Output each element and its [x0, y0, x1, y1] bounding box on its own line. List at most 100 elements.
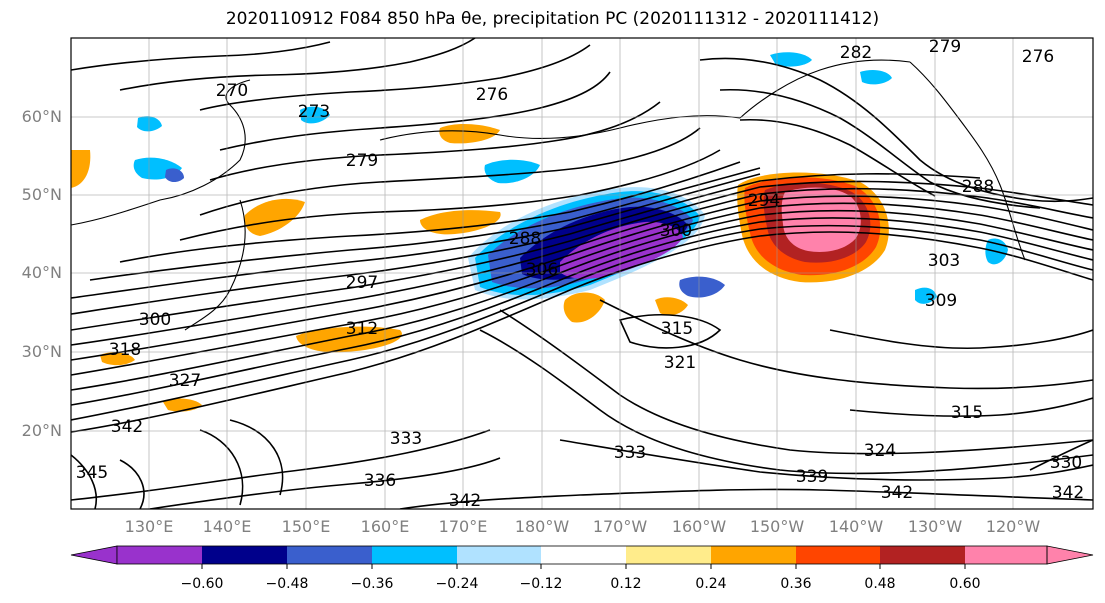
lon-label: 140°E	[202, 517, 252, 536]
contour-label: 333	[614, 443, 646, 463]
anomaly-patch	[300, 106, 330, 124]
contour-line	[618, 314, 722, 349]
colorbar-extend-max	[1046, 545, 1094, 565]
contour-line	[229, 419, 284, 496]
anomaly-patch	[860, 70, 892, 85]
contour-label: 315	[951, 403, 983, 423]
coastline	[184, 199, 246, 331]
lon-label: 180°W	[514, 517, 570, 536]
contour-label: 330	[1050, 453, 1082, 473]
contour-label: 309	[925, 291, 957, 311]
contour-label: 345	[76, 463, 108, 483]
contour-line	[1029, 439, 1093, 471]
colorbar-tick-label: −0.12	[519, 576, 563, 592]
colorbar-frame	[116, 545, 1048, 565]
anomaly-patch	[137, 116, 162, 132]
map-frame	[70, 37, 1094, 510]
contour-line	[829, 329, 1093, 350]
lon-label: 140°W	[828, 517, 884, 536]
lat-label: 30°N	[21, 342, 62, 361]
colorbar-tick-label: −0.60	[180, 576, 224, 592]
contour-line	[71, 173, 981, 315]
colorbar-segment	[880, 546, 965, 564]
anomaly-patch	[244, 198, 305, 236]
colorbar-segment	[287, 546, 372, 564]
lon-label: 130°E	[124, 517, 174, 536]
colorbar-segment	[202, 546, 287, 564]
contour-label: 300	[139, 310, 171, 330]
contour-label: 318	[109, 340, 141, 360]
contour-label: 282	[840, 43, 872, 63]
anomaly-patch	[439, 124, 500, 144]
colorbar-segment	[626, 546, 711, 564]
colorbar-tick-label: 0.60	[949, 576, 981, 592]
contour-line	[699, 57, 1093, 203]
contour-label: 315	[661, 319, 693, 339]
contour-line	[559, 439, 1093, 481]
anomaly-patch	[296, 326, 402, 353]
lon-label: 120°W	[985, 517, 1041, 536]
contour-label: 276	[476, 85, 508, 105]
contour-line	[399, 488, 1093, 509]
anomaly-patch	[770, 52, 812, 67]
theta-e-contours	[71, 38, 1093, 509]
lat-label: 50°N	[21, 185, 62, 204]
colorbar-tick-label: −0.48	[265, 576, 309, 592]
lat-label: 40°N	[21, 263, 62, 282]
contour-label: 276	[1022, 47, 1054, 67]
contour-line	[499, 309, 1093, 455]
precip-pc-shading	[71, 52, 1008, 412]
contour-line	[849, 397, 1093, 417]
contour-label: 303	[928, 251, 960, 271]
colorbar-segment	[711, 546, 796, 564]
contour-label: 342	[449, 491, 481, 511]
contour-label: 321	[664, 353, 696, 373]
contour-labels: 270 273 279 276 282 279 276 288 288 294 …	[76, 37, 1084, 511]
lon-label: 130°W	[907, 517, 963, 536]
coastline	[909, 61, 1026, 261]
contour-label: 312	[346, 319, 378, 339]
contour-label: 273	[298, 102, 330, 122]
colorbar-tick-label: 0.24	[695, 576, 727, 592]
coastline	[739, 59, 911, 119]
contour-line	[219, 71, 611, 151]
contour-line	[599, 299, 1093, 390]
anomaly-patch	[563, 292, 605, 323]
contour-line	[71, 173, 761, 299]
contour-label: 279	[929, 37, 961, 57]
lat-label: 60°N	[21, 107, 62, 126]
colorbar-ticks	[201, 564, 966, 569]
contour-line	[119, 459, 145, 509]
contour-label: 279	[346, 151, 378, 171]
map-title: 2020110912 F084 850 hPa θe, precipitatio…	[0, 9, 1105, 29]
colorbar-segment	[372, 546, 457, 564]
anomaly-patch	[165, 168, 184, 183]
contour-line	[209, 101, 661, 181]
colorbar-tick-label: −0.36	[350, 576, 394, 592]
colorbar-extend-min	[70, 545, 118, 565]
contour-label: 342	[1052, 483, 1084, 503]
colorbar-segment	[796, 546, 880, 564]
contour-line	[199, 44, 591, 111]
contour-label: 306	[526, 260, 558, 280]
colorbar-segment	[541, 546, 626, 564]
colorbar-segment	[965, 546, 1047, 564]
lon-label: 170°E	[438, 517, 488, 536]
contour-label: 342	[881, 483, 913, 503]
lon-label: 170°W	[592, 517, 648, 536]
anomaly-patch	[484, 159, 540, 184]
contour-label: 333	[390, 429, 422, 449]
colorbar-tick-label: 0.36	[780, 576, 812, 592]
contour-label: 288	[962, 177, 994, 197]
anomaly-patch	[420, 210, 501, 235]
lon-label: 160°E	[360, 517, 410, 536]
lon-label: 160°W	[671, 517, 727, 536]
contour-label: 342	[111, 417, 143, 437]
colorbar-tick-label: −0.24	[435, 576, 479, 592]
colorbar-tick-label: 0.48	[864, 576, 896, 592]
contour-line	[479, 329, 1093, 475]
contour-label: 339	[796, 467, 828, 487]
colorbar-tick-label: 0.12	[610, 576, 642, 592]
lon-label: 150°W	[749, 517, 805, 536]
